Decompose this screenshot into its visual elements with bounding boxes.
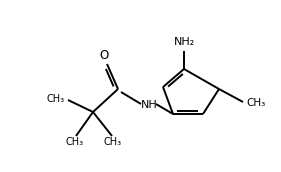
Text: NH₂: NH₂ [175, 37, 196, 47]
Text: NH: NH [140, 100, 157, 110]
Text: CH₃: CH₃ [246, 98, 265, 108]
Text: CH₃: CH₃ [104, 137, 122, 147]
Text: CH₃: CH₃ [47, 94, 65, 104]
Text: O: O [99, 49, 109, 62]
Text: CH₃: CH₃ [66, 137, 84, 147]
